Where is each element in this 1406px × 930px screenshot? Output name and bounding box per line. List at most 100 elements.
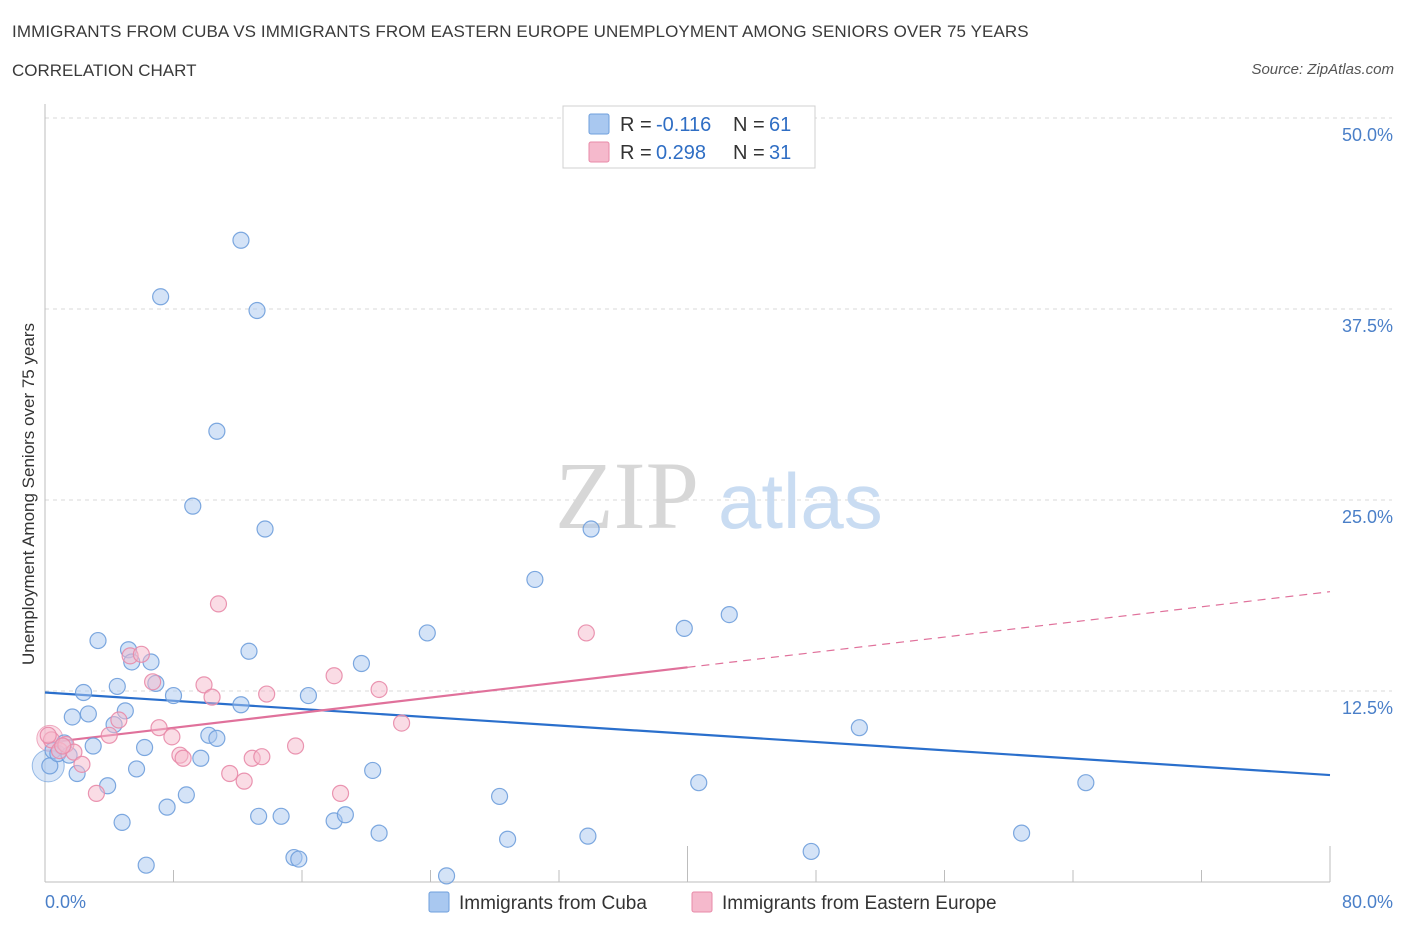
point-cuba-13 xyxy=(108,677,126,696)
point-cuba-47 xyxy=(418,624,436,642)
point-cuba-27 xyxy=(184,497,202,515)
point-cuba-9 xyxy=(84,737,102,755)
chart-subtitle: CORRELATION CHART xyxy=(12,61,197,80)
point-ee-16 xyxy=(203,688,221,706)
point-ee-26 xyxy=(370,680,388,699)
point-cuba-44 xyxy=(352,654,371,673)
point-cuba-54 xyxy=(675,619,693,637)
point-cuba-58 xyxy=(850,719,868,737)
point-cuba-57 xyxy=(802,842,820,861)
point-cuba-37 xyxy=(256,520,274,538)
bottom-legend-label-cuba: Immigrants from Cuba xyxy=(459,893,647,914)
legend-r-label-1: R = xyxy=(620,114,652,136)
point-ee-17 xyxy=(209,595,228,613)
point-ee-4 xyxy=(73,755,91,773)
bottom-legend-swatch-cuba xyxy=(428,891,450,913)
point-cuba-52 xyxy=(579,827,597,845)
point-cuba-36 xyxy=(250,807,268,825)
point-ee-29 xyxy=(39,726,57,744)
point-cuba-43 xyxy=(336,806,354,824)
point-ee-22 xyxy=(258,685,276,703)
trend-line-ee-solid xyxy=(44,666,688,745)
legend-swatch-cuba xyxy=(588,113,610,135)
point-cuba-28 xyxy=(192,749,210,767)
watermark-atlas: atlas xyxy=(718,457,883,545)
point-cuba-33 xyxy=(232,231,250,249)
point-ee-27 xyxy=(392,714,411,732)
point-ee-5 xyxy=(87,784,106,802)
legend-n-value-2: 31 xyxy=(769,142,791,164)
chart-title: IMMIGRANTS FROM CUBA VS IMMIGRANTS FROM … xyxy=(12,22,1029,41)
x-tick-label-1: 80.0% xyxy=(1342,892,1393,912)
y-tick-label-3: 50.0% xyxy=(1342,125,1393,145)
point-ee-25 xyxy=(331,784,350,802)
point-cuba-19 xyxy=(135,738,154,757)
legend-r-value-2: 0.298 xyxy=(656,142,706,164)
point-ee-28 xyxy=(577,624,595,642)
point-cuba-41 xyxy=(299,686,318,705)
point-ee-12 xyxy=(163,728,181,746)
point-cuba-40 xyxy=(290,850,308,868)
point-ee-14 xyxy=(174,749,192,767)
x-tick-label-0: 0.0% xyxy=(45,892,86,912)
y-tick-labels: 12.5% 25.0% 37.5% 50.0% xyxy=(1342,125,1393,718)
point-cuba-23 xyxy=(152,288,170,306)
point-cuba-50 xyxy=(499,830,517,848)
point-cuba-38 xyxy=(272,807,290,825)
point-ee-19 xyxy=(235,772,253,790)
y-tick-label-1: 25.0% xyxy=(1342,507,1393,527)
point-cuba-46 xyxy=(370,824,388,842)
point-cuba-25 xyxy=(164,686,183,705)
y-tick-label-2: 37.5% xyxy=(1342,316,1393,336)
point-ee-11 xyxy=(150,719,168,737)
point-cuba-32 xyxy=(232,696,250,714)
bottom-legend-swatch-eastern-europe xyxy=(691,891,713,913)
legend-n-label-2: N = xyxy=(733,142,765,164)
legend-n-value-1: 61 xyxy=(769,114,791,136)
point-cuba-7 xyxy=(74,683,93,702)
point-ee-23 xyxy=(286,737,305,755)
watermark-zip: ZIP xyxy=(555,442,699,549)
point-cuba-34 xyxy=(240,642,258,660)
legend-swatch-eastern-europe xyxy=(588,141,610,163)
point-cuba-49 xyxy=(490,787,509,806)
point-ee-21 xyxy=(253,748,271,766)
point-cuba-35 xyxy=(248,301,266,320)
point-ee-18 xyxy=(221,764,239,783)
point-ee-30 xyxy=(54,737,72,755)
point-cuba-20 xyxy=(137,856,155,874)
point-cuba-31 xyxy=(208,422,226,440)
point-ee-24 xyxy=(325,667,343,685)
trend-lines xyxy=(44,591,1331,777)
point-cuba-26 xyxy=(177,786,195,804)
point-ee-6 xyxy=(100,726,118,744)
y-axis-label: Unemployment Among Seniors over 75 years xyxy=(19,323,38,665)
point-ee-15 xyxy=(195,676,213,694)
point-cuba-60 xyxy=(1077,774,1095,792)
point-cuba-18 xyxy=(127,760,146,778)
x-tick-labels: 0.0% 80.0% xyxy=(45,892,1393,912)
source-credit: Source: ZipAtlas.com xyxy=(1251,61,1394,78)
point-cuba-53 xyxy=(582,520,600,538)
point-cuba-51 xyxy=(526,570,544,589)
gridlines xyxy=(45,117,1392,692)
point-cuba-5 xyxy=(63,708,81,726)
legend-n-label-1: N = xyxy=(733,114,765,136)
data-points xyxy=(31,231,1095,885)
y-tick-label-0: 12.5% xyxy=(1342,698,1393,718)
point-cuba-59 xyxy=(1012,824,1031,842)
bottom-legend-label-eastern-europe: Immigrants from Eastern Europe xyxy=(722,893,997,914)
point-cuba-56 xyxy=(720,605,738,624)
point-cuba-8 xyxy=(79,705,97,723)
point-cuba-48 xyxy=(437,867,456,885)
point-cuba-14 xyxy=(113,813,131,832)
point-ee-7 xyxy=(110,711,128,729)
top-legend: R = -0.116 N = 61 R = 0.298 N = 31 xyxy=(562,105,816,169)
trend-line-cuba xyxy=(44,691,1331,777)
point-ee-10 xyxy=(144,673,162,691)
bottom-legend: Immigrants from Cuba Immigrants from Eas… xyxy=(428,891,997,914)
legend-r-value-1: -0.116 xyxy=(656,114,711,136)
point-cuba-55 xyxy=(690,774,708,792)
point-ee-9 xyxy=(132,645,150,663)
